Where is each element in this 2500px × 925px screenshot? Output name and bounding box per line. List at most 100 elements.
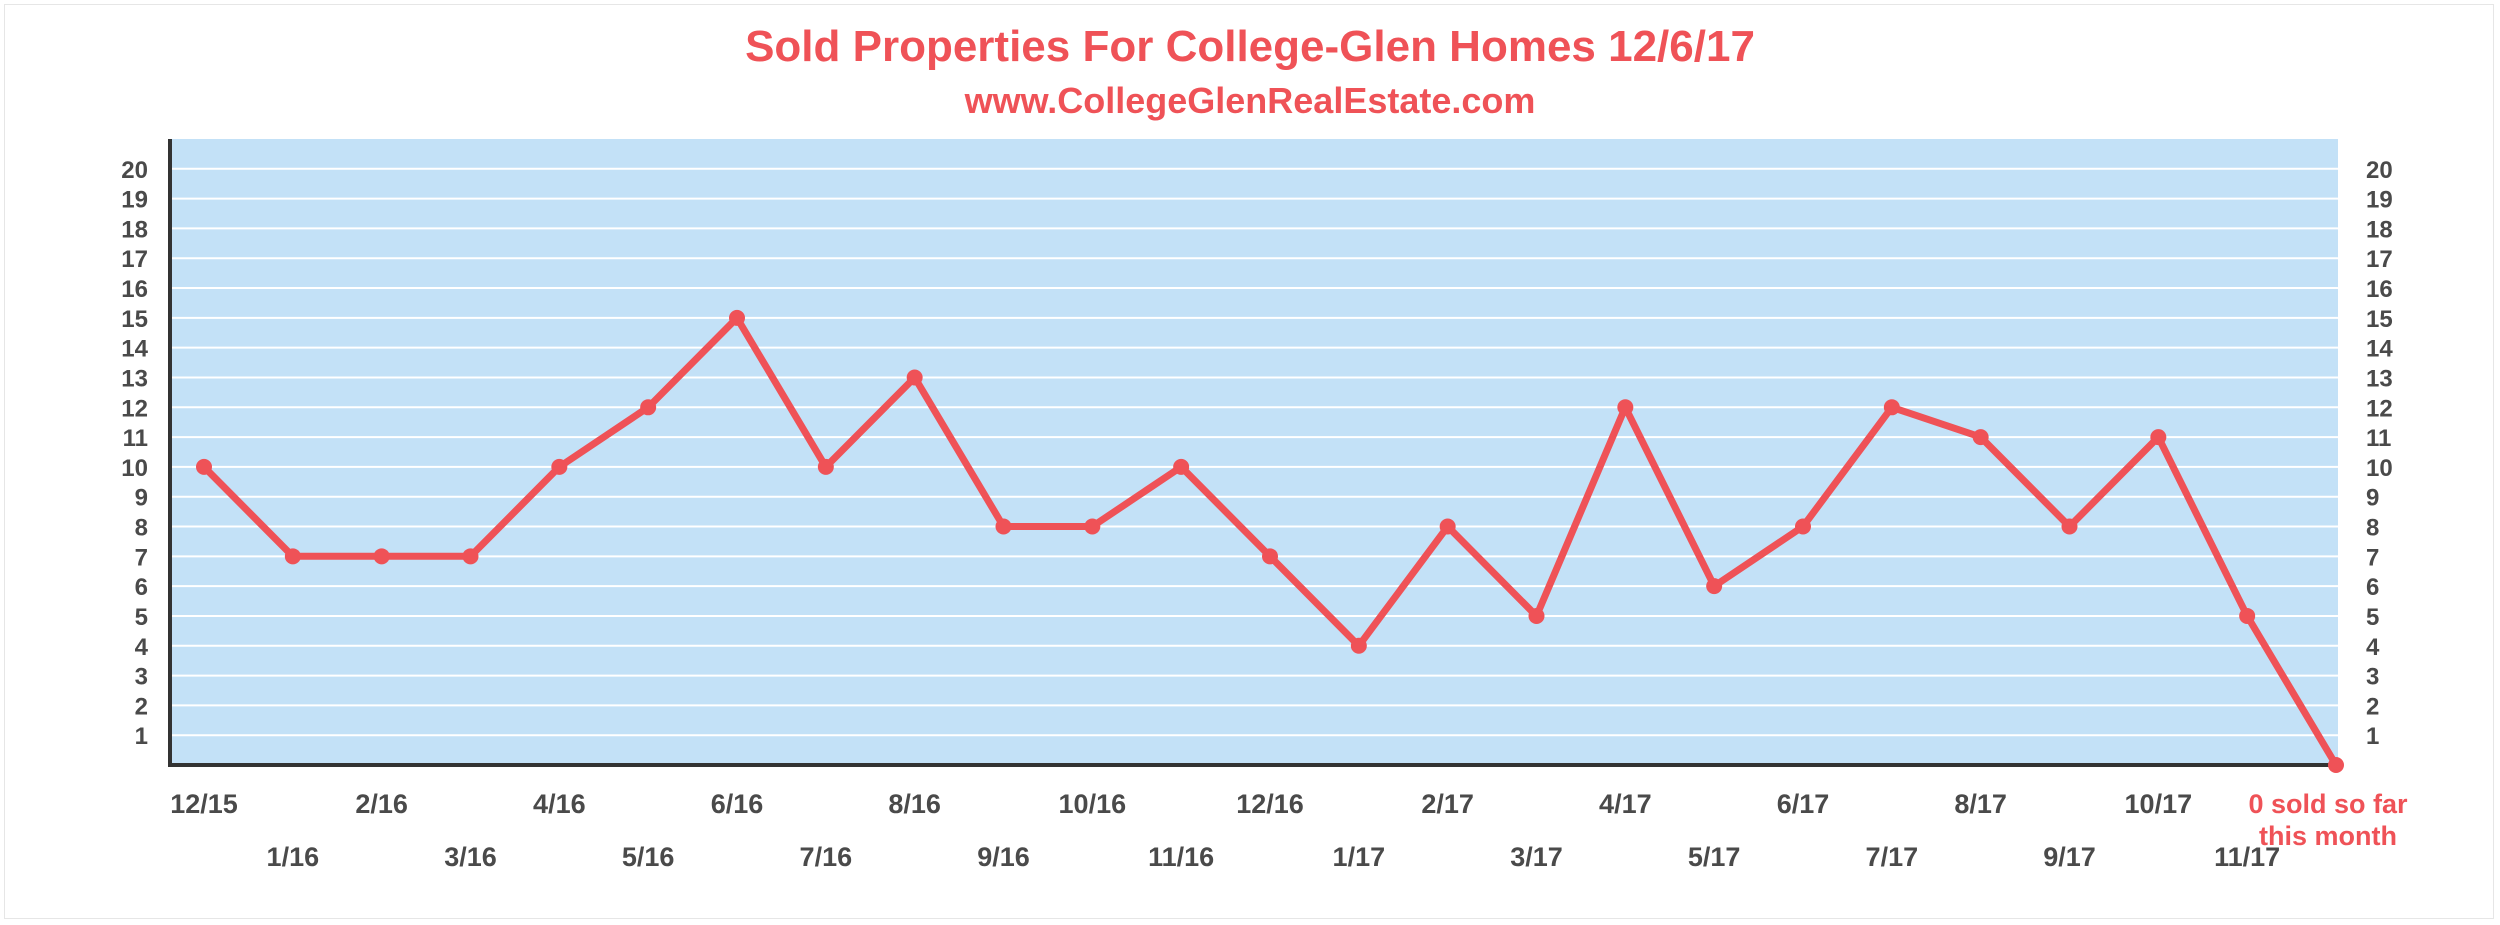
y-tick-label-right: 12 bbox=[2366, 395, 2393, 422]
data-point bbox=[1617, 399, 1634, 416]
y-tick-label-left: 13 bbox=[121, 365, 148, 392]
x-tick-label: 7/17 bbox=[1866, 842, 1919, 872]
data-point bbox=[817, 458, 834, 475]
y-tick-label-left: 2 bbox=[135, 693, 148, 720]
x-tick-label: 4/16 bbox=[533, 789, 586, 819]
y-tick-label-right: 17 bbox=[2366, 246, 2393, 273]
data-point bbox=[196, 458, 212, 475]
y-tick-label-left: 6 bbox=[135, 574, 148, 601]
x-tick-label: 8/16 bbox=[888, 789, 941, 819]
final-point-label-line2: this month bbox=[2259, 821, 2397, 851]
x-tick-label: 6/17 bbox=[1777, 789, 1830, 819]
data-point bbox=[2150, 429, 2167, 446]
x-tick-label: 3/17 bbox=[1510, 842, 1563, 872]
x-tick-label: 11/16 bbox=[1148, 842, 1214, 872]
x-tick-label: 6/16 bbox=[711, 789, 764, 819]
y-tick-label-right: 10 bbox=[2366, 455, 2393, 482]
y-tick-label-right: 18 bbox=[2366, 216, 2393, 243]
y-tick-label-right: 14 bbox=[2366, 336, 2393, 363]
x-tick-label: 12/16 bbox=[1236, 789, 1304, 819]
x-tick-label: 4/17 bbox=[1599, 789, 1652, 819]
data-point bbox=[906, 369, 923, 386]
y-tick-label-left: 3 bbox=[135, 664, 148, 691]
data-point bbox=[1439, 518, 1456, 535]
chart-title: Sold Properties For College-Glen Homes 1… bbox=[745, 22, 1755, 71]
y-tick-label-left: 17 bbox=[121, 246, 148, 273]
data-point bbox=[373, 548, 390, 565]
x-tick-label: 5/17 bbox=[1688, 842, 1741, 872]
data-point bbox=[2239, 607, 2256, 624]
y-tick-label-right: 20 bbox=[2366, 157, 2393, 184]
x-tick-label: 9/17 bbox=[2043, 842, 2096, 872]
y-tick-label-right: 8 bbox=[2366, 515, 2379, 542]
y-tick-label-right: 5 bbox=[2366, 604, 2379, 631]
data-point bbox=[640, 399, 657, 416]
x-tick-label: 10/17 bbox=[2125, 789, 2193, 819]
data-point bbox=[1883, 399, 1900, 416]
y-tick-label-left: 10 bbox=[121, 455, 148, 482]
x-tick-label: 5/16 bbox=[622, 842, 675, 872]
y-tick-label-right: 13 bbox=[2366, 365, 2393, 392]
y-tick-label-left: 14 bbox=[121, 336, 148, 363]
plot-background bbox=[170, 139, 2338, 765]
y-tick-label-left: 12 bbox=[121, 395, 148, 422]
data-point bbox=[1706, 578, 1723, 595]
data-point bbox=[1350, 637, 1367, 654]
y-tick-label-right: 4 bbox=[2366, 634, 2380, 661]
y-tick-label-left: 5 bbox=[135, 604, 148, 631]
data-point bbox=[729, 309, 745, 326]
final-point-label-line1: 0 sold so far bbox=[2248, 789, 2408, 819]
data-point bbox=[1795, 518, 1811, 535]
x-tick-label: 9/16 bbox=[977, 842, 1030, 872]
x-tick-label: 8/17 bbox=[1954, 789, 2007, 819]
x-tick-label: 2/16 bbox=[355, 789, 408, 819]
x-tick-label: 12/15 bbox=[170, 789, 238, 819]
x-tick-label: 2/17 bbox=[1421, 789, 1474, 819]
x-tick-label: 1/17 bbox=[1333, 842, 1386, 872]
data-point bbox=[1262, 548, 1278, 565]
y-tick-label-left: 20 bbox=[121, 157, 148, 184]
x-axis: 12/15 1/16 2/16 3/16 4/16 5/16 6/16 7/16 8/16 9/1… bbox=[170, 789, 2280, 872]
y-tick-label-right: 2 bbox=[2366, 693, 2379, 720]
y-tick-label-right: 3 bbox=[2366, 664, 2379, 691]
y-tick-label-left: 18 bbox=[121, 216, 148, 243]
data-point bbox=[1972, 429, 1989, 446]
x-tick-label: 11/17 bbox=[2214, 842, 2280, 872]
y-tick-label-left: 4 bbox=[135, 634, 149, 661]
y-tick-label-left: 19 bbox=[121, 187, 148, 214]
x-tick-label: 1/16 bbox=[267, 842, 320, 872]
data-point bbox=[462, 548, 479, 565]
data-point bbox=[551, 458, 568, 475]
x-tick-label: 3/16 bbox=[444, 842, 497, 872]
axes bbox=[168, 139, 2338, 767]
y-tick-label-left: 7 bbox=[135, 544, 148, 571]
x-tick-label: 7/16 bbox=[800, 842, 853, 872]
y-tick-label-left: 8 bbox=[135, 515, 148, 542]
x-tick-label: 10/16 bbox=[1059, 789, 1127, 819]
data-point bbox=[995, 518, 1012, 535]
y-tick-label-right: 15 bbox=[2366, 306, 2393, 333]
y-tick-label-right: 16 bbox=[2366, 276, 2393, 303]
y-tick-label-right: 19 bbox=[2366, 187, 2393, 214]
y-tick-label-right: 9 bbox=[2366, 485, 2379, 512]
gridlines bbox=[170, 167, 2338, 737]
y-tick-label-left: 15 bbox=[121, 306, 148, 333]
y-tick-label-right: 7 bbox=[2366, 544, 2379, 571]
data-point bbox=[284, 548, 301, 565]
data-points bbox=[196, 309, 2344, 773]
data-point bbox=[2328, 757, 2344, 773]
y-tick-label-right: 11 bbox=[2366, 425, 2391, 452]
y-tick-label-left: 11 bbox=[123, 425, 148, 452]
y-tick-label-left: 16 bbox=[121, 276, 148, 303]
data-point bbox=[1528, 607, 1545, 624]
data-point bbox=[1173, 458, 1190, 475]
y-tick-label-left: 1 bbox=[135, 723, 148, 750]
chart-subtitle: www.CollegeGlenRealEstate.com bbox=[964, 80, 1536, 121]
data-point bbox=[2061, 518, 2078, 535]
chart-frame bbox=[4, 4, 2494, 919]
y-tick-label-left: 9 bbox=[135, 485, 148, 512]
data-point bbox=[1084, 518, 1101, 535]
